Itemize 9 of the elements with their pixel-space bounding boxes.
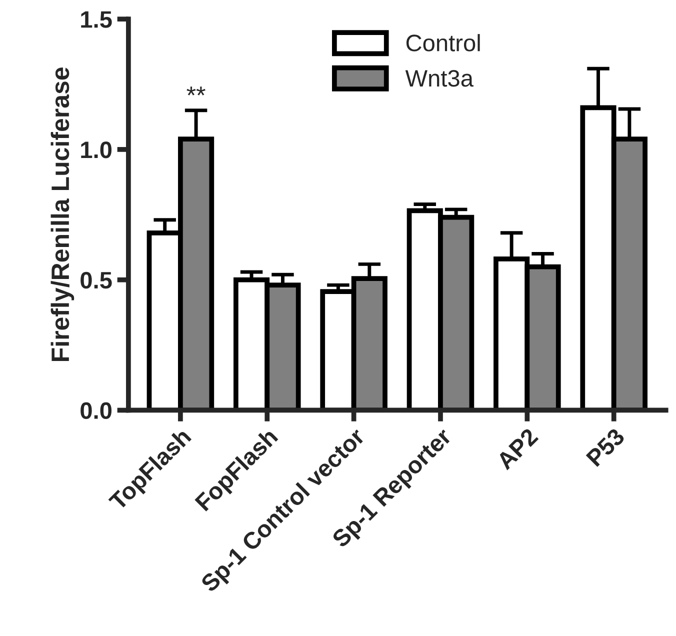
y-tick-label: 0.0: [80, 402, 112, 420]
legend-label: Wnt3a: [405, 70, 474, 87]
legend-label: Control: [406, 34, 480, 52]
annotation: **: [186, 86, 206, 96]
x-tick-label: P53: [586, 427, 626, 468]
y-tick-label: 0.5: [80, 272, 112, 289]
y-tick-label: 1.5: [81, 11, 112, 28]
y-tick-label: 1.0: [81, 142, 112, 158]
y-axis-title: Firefly/Renilla Luciferase: [50, 68, 74, 361]
